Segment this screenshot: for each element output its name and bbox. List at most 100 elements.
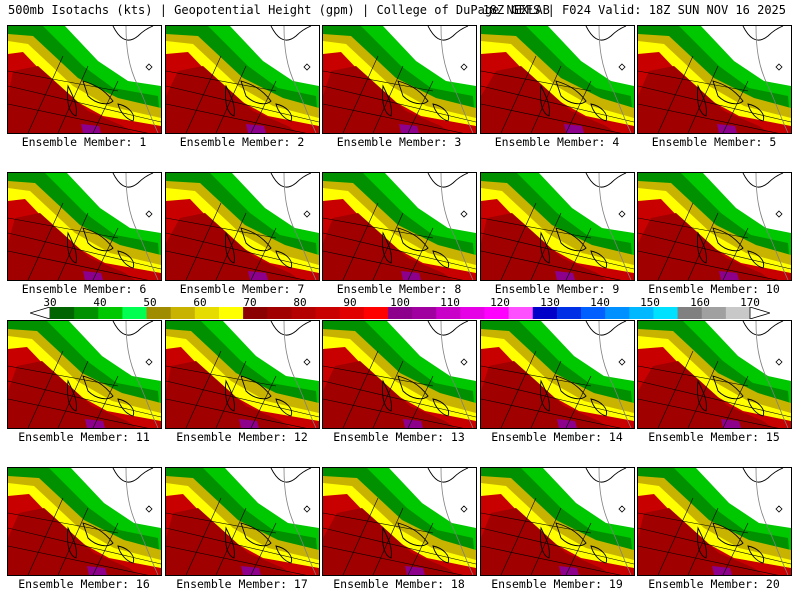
state-borders: [481, 497, 634, 575]
ensemble-map-panel: [480, 320, 635, 429]
ensemble-map-panel: [637, 25, 792, 134]
state-borders: [638, 497, 791, 575]
isotach-band-purple: [712, 566, 732, 575]
isotach-band-darkred: [323, 66, 451, 133]
island-marker: [460, 210, 468, 218]
state-borders: [323, 202, 476, 280]
height-contours: [125, 26, 159, 133]
state-borders: [8, 55, 161, 133]
island-marker: [618, 505, 626, 513]
colorbar-segment: [412, 307, 437, 319]
island-marker: [775, 63, 783, 71]
height-contours: [125, 173, 159, 280]
isotach-band-darkred: [8, 213, 135, 280]
colorbar-segment: [194, 307, 220, 319]
colorbar-segment: [243, 307, 268, 319]
isotach-band-darkred: [8, 508, 139, 575]
coastline-and-lakes: [225, 321, 312, 417]
colorbar-tick-label: 70: [243, 296, 257, 309]
colorbar-tick-label: 40: [93, 296, 107, 309]
isotach-band-purple: [405, 566, 425, 575]
coastline-and-lakes: [540, 468, 627, 564]
isotach-band-purple: [403, 419, 423, 428]
ensemble-member-label: Ensemble Member: 13: [333, 430, 465, 444]
isotach-band-darkred: [8, 66, 133, 133]
island-marker: [618, 63, 626, 71]
ensemble-member-label: Ensemble Member: 4: [494, 135, 620, 149]
ensemble-member-label: Ensemble Member: 10: [648, 282, 780, 296]
ensemble-member-label: Ensemble Member: 3: [336, 135, 462, 149]
state-borders: [166, 497, 319, 575]
isotach-band-purple: [248, 271, 268, 280]
colorbar-segment: [291, 307, 317, 319]
model-valid-time: 18Z GEFS | F024 Valid: 18Z SUN NOV 16 20…: [482, 3, 786, 17]
ensemble-member-label: Ensemble Member: 15: [648, 430, 780, 444]
colorbar-segment: [460, 307, 485, 319]
height-contours: [440, 321, 474, 428]
colorbar-segment: [218, 307, 244, 319]
colorbar-segment: [436, 307, 461, 319]
state-borders: [638, 202, 791, 280]
ensemble-member-label: Ensemble Member: 18: [333, 577, 465, 591]
state-borders: [481, 350, 634, 428]
ensemble-map-panel: [480, 172, 635, 281]
colorbar-labels: 30 40 50 60 70 80 90 100 110 120 130 140 150 160 170: [0, 296, 800, 309]
isotach-band-purple: [83, 271, 103, 280]
coastline-and-lakes: [382, 468, 469, 564]
colorbar-segment: [653, 307, 679, 319]
colorbar-segment: [556, 307, 582, 319]
isotach-band-darkred: [481, 213, 607, 280]
ensemble-map-panel: [322, 320, 477, 429]
isotach-band-darkred: [323, 508, 457, 575]
height-contours: [125, 468, 159, 575]
colorbar: [30, 307, 770, 319]
colorbar-tick-label: 60: [193, 296, 207, 309]
ensemble-member-label: Ensemble Member: 19: [491, 577, 623, 591]
colorbar-segment: [315, 307, 341, 319]
ensemble-map-panel: [637, 467, 792, 576]
isotach-band-darkred: [166, 361, 291, 428]
ensemble-member-label: Ensemble Member: 9: [494, 282, 620, 296]
state-borders: [481, 55, 634, 133]
isotach-band-darkred: [638, 66, 769, 133]
state-borders: [481, 202, 634, 280]
colorbar-tick-label: 170: [740, 296, 760, 309]
colorbar-tick-label: 150: [640, 296, 660, 309]
coastline-and-lakes: [67, 173, 154, 269]
ensemble-member-label: Ensemble Member: 6: [21, 282, 147, 296]
ensemble-map-panel: [165, 320, 320, 429]
isotach-band-darkred: [8, 361, 137, 428]
colorbar-tick-label: 50: [143, 296, 157, 309]
height-contours: [440, 173, 474, 280]
height-contours: [125, 321, 159, 428]
height-contours: [598, 26, 632, 133]
height-contours: [283, 173, 317, 280]
island-marker: [775, 358, 783, 366]
coastline-and-lakes: [67, 321, 154, 417]
colorbar-tick-label: 100: [390, 296, 410, 309]
isotach-band-darkred: [638, 361, 773, 428]
colorbar-segment: [532, 307, 558, 319]
island-marker: [145, 505, 153, 513]
state-borders: [166, 55, 319, 133]
ensemble-member-label: Ensemble Member: 12: [176, 430, 308, 444]
colorbar-segment: [122, 307, 148, 319]
colorbar-segment: [50, 307, 75, 319]
coastline-and-lakes: [382, 321, 469, 417]
colorbar-segment: [74, 307, 99, 319]
ensemble-member-label: Ensemble Member: 7: [179, 282, 305, 296]
island-marker: [618, 358, 626, 366]
island-marker: [303, 358, 311, 366]
ensemble-member-label: Ensemble Member: 2: [179, 135, 305, 149]
ensemble-map-panel: [7, 172, 162, 281]
coastline-and-lakes: [225, 173, 312, 269]
ensemble-map-panel: [7, 467, 162, 576]
ensemble-member-label: Ensemble Member: 11: [18, 430, 150, 444]
ensemble-map-panel: [637, 172, 792, 281]
state-borders: [638, 55, 791, 133]
ensemble-map-panel: [165, 25, 320, 134]
colorbar-segment: [605, 307, 630, 319]
ensemble-map-panel: [637, 320, 792, 429]
coastline-and-lakes: [225, 26, 312, 122]
isotach-band-purple: [246, 124, 266, 133]
